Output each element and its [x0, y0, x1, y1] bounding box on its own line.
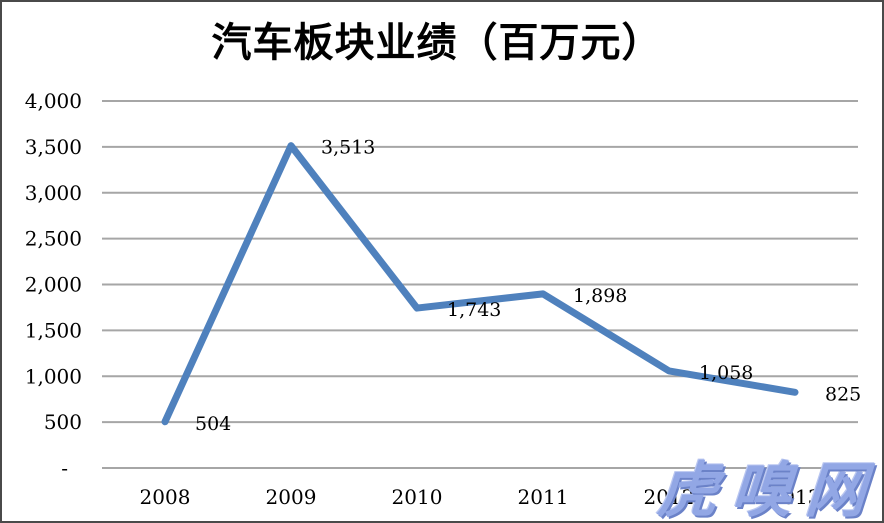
x-axis-tick-label: 2010 [392, 485, 443, 509]
y-axis-tick-label: 500 [44, 410, 82, 434]
data-line-series [161, 142, 799, 426]
chart-title: 汽车板块业绩（百万元） [211, 19, 663, 66]
x-axis-tick-label: 2009 [266, 485, 317, 509]
x-axis-tick-label: 2013 [770, 485, 821, 509]
y-axis-tick-label: 2,000 [25, 273, 82, 297]
x-axis-tick-label: 2011 [518, 485, 569, 509]
data-point-label: 504 [195, 413, 231, 435]
data-point-label: 3,513 [321, 137, 375, 159]
y-axis-tick-label: - [61, 456, 68, 480]
y-axis-tick-label: 2,500 [25, 227, 82, 251]
y-axis-tick-label: 1,500 [25, 318, 82, 342]
x-axis-tick-label: 2012 [644, 485, 695, 509]
x-axis-tick-label: 2008 [140, 485, 191, 509]
y-axis-tick-label: 3,000 [25, 181, 82, 205]
y-axis-tick-label: 1,000 [25, 364, 82, 388]
y-axis-tick-label: 4,000 [25, 89, 82, 113]
watermark-huxiu: 虎嗅网 [655, 456, 883, 523]
y-axis-tick-label: 3,500 [25, 135, 82, 159]
data-point-label: 1,058 [699, 362, 753, 384]
data-point-label: 825 [825, 383, 861, 405]
data-point-label: 1,898 [573, 285, 627, 307]
data-point-label: 1,743 [447, 299, 501, 321]
